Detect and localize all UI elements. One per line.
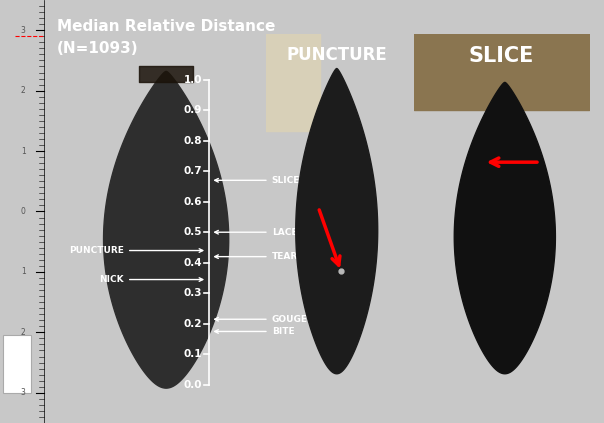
- Text: 3: 3: [21, 26, 25, 35]
- Text: 0.5: 0.5: [184, 227, 202, 237]
- Text: 0.3: 0.3: [184, 288, 202, 298]
- Text: 0.6: 0.6: [184, 197, 202, 207]
- Text: 2: 2: [21, 86, 25, 95]
- Text: 0.4: 0.4: [184, 258, 202, 268]
- Text: TEAR: TEAR: [215, 252, 298, 261]
- Bar: [2, 335, 31, 393]
- Text: 1.0: 1.0: [184, 74, 202, 85]
- Text: 0.2: 0.2: [184, 319, 202, 329]
- Text: 3: 3: [21, 388, 25, 397]
- Text: Median Relative Distance: Median Relative Distance: [57, 19, 275, 33]
- Text: 2: 2: [21, 328, 25, 337]
- Text: 1: 1: [21, 147, 25, 156]
- Polygon shape: [103, 71, 229, 388]
- Text: BITE: BITE: [215, 327, 294, 336]
- Text: (N=1093): (N=1093): [57, 41, 138, 56]
- Text: PUNCTURE: PUNCTURE: [286, 46, 387, 64]
- Polygon shape: [454, 82, 556, 374]
- Text: PUNCTURE: PUNCTURE: [69, 246, 203, 255]
- Text: 0.1: 0.1: [184, 349, 202, 360]
- Text: NICK: NICK: [100, 275, 203, 284]
- Text: LACERATION: LACERATION: [215, 228, 335, 237]
- Polygon shape: [296, 69, 378, 374]
- Text: 1: 1: [21, 267, 25, 276]
- Text: 0.0: 0.0: [184, 380, 202, 390]
- Text: 0.7: 0.7: [184, 166, 202, 176]
- Text: 0.9: 0.9: [184, 105, 202, 115]
- Text: 0.8: 0.8: [184, 136, 202, 146]
- Text: SLICE: SLICE: [469, 46, 534, 66]
- Text: 0: 0: [21, 207, 25, 216]
- Text: SLICE: SLICE: [215, 176, 300, 185]
- Text: GOUGE: GOUGE: [215, 315, 307, 324]
